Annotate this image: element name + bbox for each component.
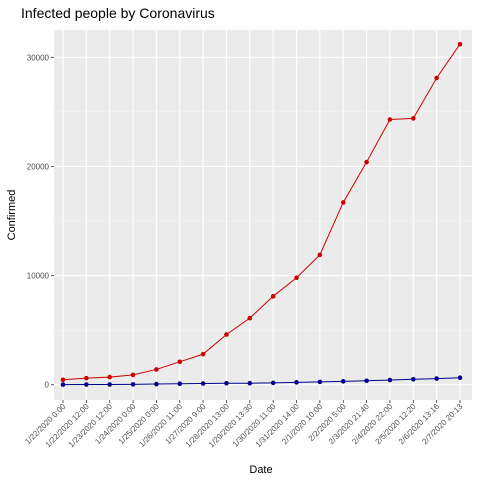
x-tick-label: 2/3/2020 21:40 bbox=[327, 402, 372, 447]
y-tick-label: 20000 bbox=[27, 162, 50, 171]
series-1-point bbox=[107, 382, 113, 387]
series-0-point bbox=[177, 359, 183, 365]
series-0-point bbox=[200, 351, 206, 357]
series-1-point bbox=[294, 380, 299, 385]
series-1-point bbox=[130, 382, 136, 387]
series-0-point bbox=[270, 294, 276, 299]
y-tick-label: 0 bbox=[45, 381, 50, 390]
series-1-point bbox=[84, 382, 89, 387]
series-1-point bbox=[340, 379, 346, 384]
series-0-point bbox=[340, 200, 346, 205]
series-0-point bbox=[60, 377, 66, 383]
series-0-point bbox=[410, 116, 416, 121]
series-0-point bbox=[107, 374, 113, 380]
series-0-point bbox=[224, 332, 229, 337]
series-1-point bbox=[154, 381, 159, 387]
x-tick-label: 1/24/2020 0:00 bbox=[93, 402, 138, 447]
series-1-point bbox=[270, 380, 276, 386]
major-gridlines bbox=[54, 30, 472, 400]
y-tick-label: 10000 bbox=[27, 272, 50, 281]
series-1-point bbox=[387, 377, 393, 383]
series-1-point bbox=[457, 375, 463, 381]
series-0-point bbox=[317, 252, 323, 258]
series-layer bbox=[60, 41, 463, 387]
series-1-point bbox=[247, 380, 253, 386]
axis-ticks bbox=[51, 56, 461, 403]
series-1-point bbox=[364, 378, 369, 384]
x-tick-label: 1/27/2020 9:00 bbox=[163, 402, 208, 447]
series-1-point bbox=[410, 376, 416, 382]
minor-gridlines bbox=[54, 111, 472, 331]
series-0-point bbox=[294, 275, 299, 281]
y-tick-labels: 0 10000 20000 30000 bbox=[27, 53, 50, 389]
x-tick-label: 2/4/2020 22:00 bbox=[350, 402, 395, 447]
series-0-point bbox=[247, 315, 253, 321]
series-1-point bbox=[317, 379, 323, 385]
series-1-point bbox=[200, 381, 206, 386]
series-1-point bbox=[434, 376, 439, 381]
series-0-point bbox=[154, 367, 159, 372]
series-1-point bbox=[60, 382, 66, 387]
series-0-point bbox=[434, 75, 439, 81]
series-1-point bbox=[224, 381, 229, 386]
x-tick-label: 1/22/2020 0:00 bbox=[23, 402, 68, 447]
series-0-point bbox=[84, 375, 89, 381]
x-tick-labels: 1/22/2020 0:001/22/2020 12:001/23/2020 1… bbox=[23, 402, 465, 450]
x-tick-label: 2/5/2020 12:20 bbox=[374, 402, 419, 447]
y-tick-label: 30000 bbox=[27, 53, 50, 62]
x-tick-label: 2/7/2020 20:13 bbox=[420, 402, 465, 447]
series-line-0 bbox=[62, 43, 461, 381]
plot-panel bbox=[54, 30, 472, 400]
x-tick-label: 2/6/2020 13:16 bbox=[397, 402, 442, 447]
series-line-1 bbox=[62, 377, 461, 386]
x-axis-title: Date bbox=[249, 464, 272, 476]
series-0-point bbox=[364, 159, 369, 165]
y-axis-title: Confirmed bbox=[6, 190, 18, 241]
x-tick-label: 2/1/2020 10:00 bbox=[280, 402, 325, 447]
x-tick-label: 1/25/2020 0:00 bbox=[117, 402, 162, 447]
series-0-point bbox=[130, 372, 136, 378]
chart-title: Infected people by Coronavirus bbox=[21, 5, 215, 21]
series-1-point bbox=[177, 381, 183, 387]
series-0-point bbox=[457, 41, 463, 47]
series-0-point bbox=[387, 117, 393, 122]
